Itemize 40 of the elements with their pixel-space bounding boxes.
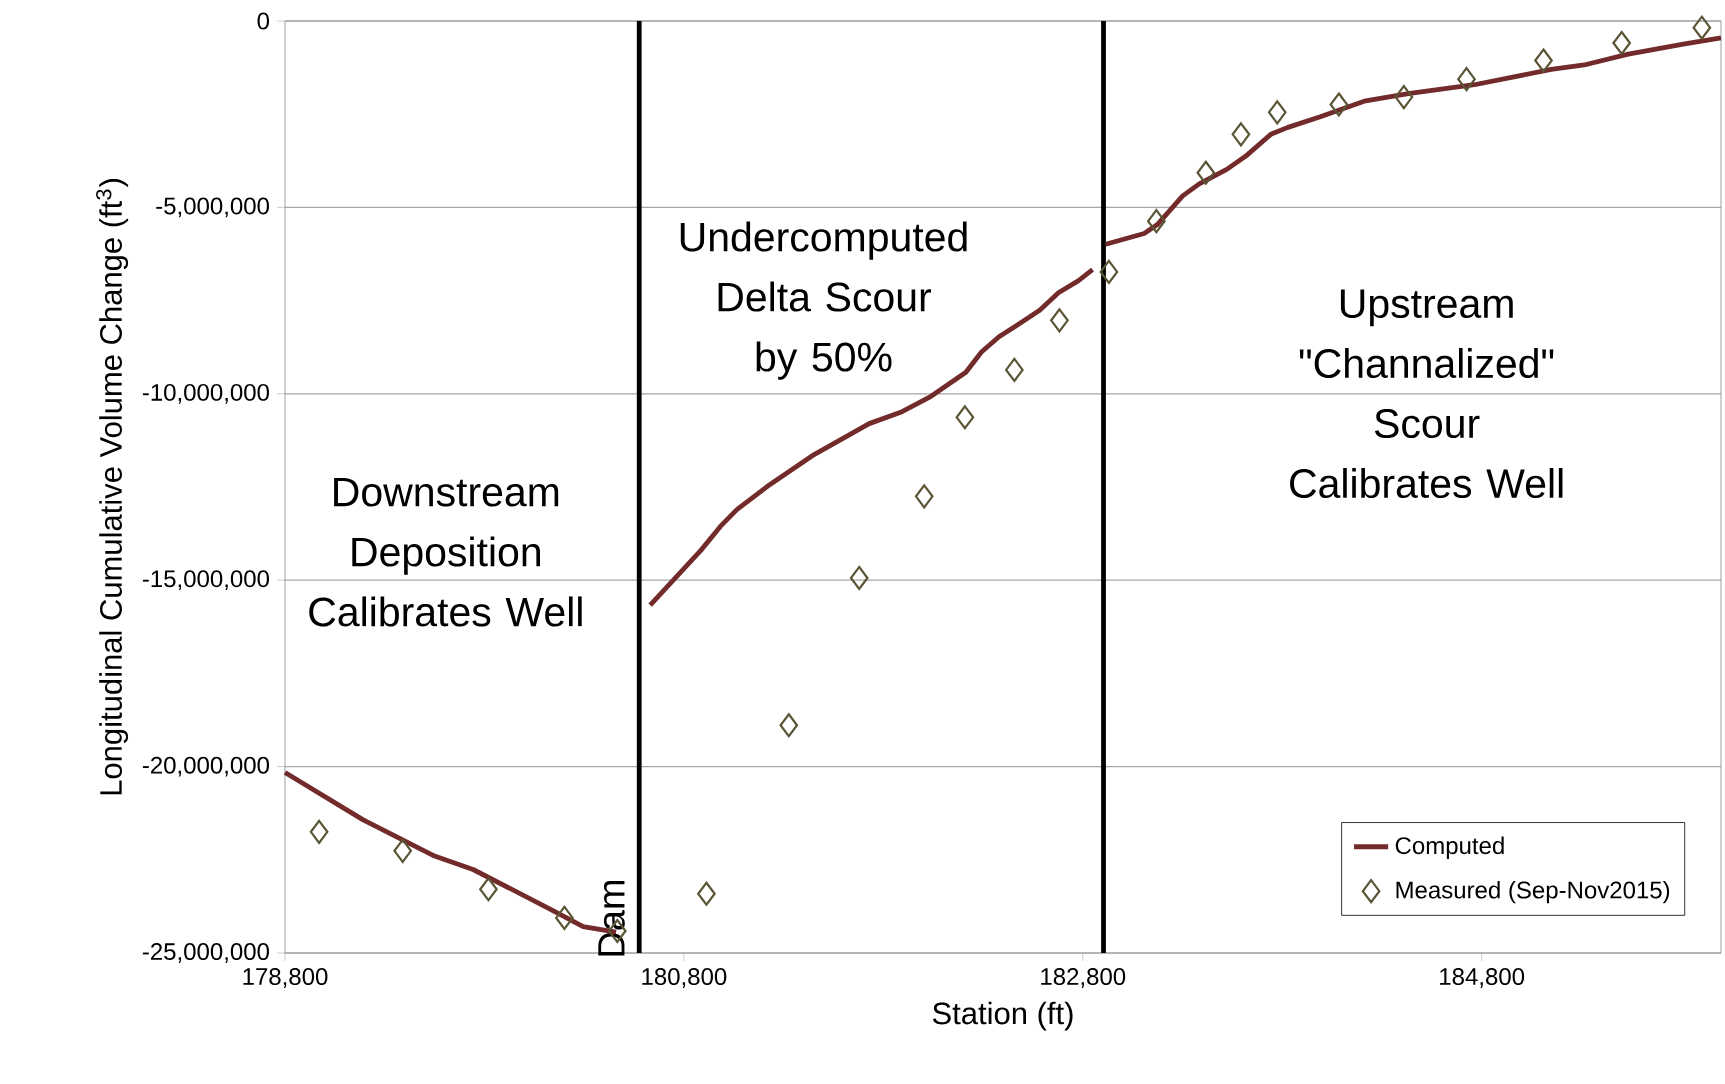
y-tick-label: -25,000,000 bbox=[142, 943, 269, 963]
point bbox=[1050, 308, 1069, 333]
point bbox=[1457, 67, 1476, 92]
point bbox=[1196, 160, 1216, 185]
x-tick-label: 180,800 bbox=[642, 968, 727, 988]
point bbox=[779, 713, 799, 738]
point bbox=[1612, 30, 1632, 56]
point bbox=[1692, 15, 1712, 40]
x-tick-label: 182,800 bbox=[1041, 968, 1126, 988]
point bbox=[1099, 259, 1119, 284]
y-tick-label: -15,000,000 bbox=[142, 570, 269, 591]
legend-label: Measured (Sep-Nov2015) bbox=[1396, 880, 1670, 904]
y-tick-label: -5,000,000 bbox=[156, 197, 269, 218]
point bbox=[914, 484, 934, 509]
point bbox=[393, 838, 413, 863]
point bbox=[849, 565, 869, 591]
point bbox=[1147, 209, 1166, 234]
y-tick-label: -20,000,000 bbox=[142, 756, 269, 777]
annotation: Undercomputed Delta Scour by 50% bbox=[680, 221, 967, 380]
point bbox=[1267, 100, 1287, 125]
legend-label: Computed bbox=[1395, 836, 1504, 859]
y-tick-label: -10,000,000 bbox=[142, 383, 269, 404]
y-tick-label: 0 bbox=[257, 12, 270, 30]
point bbox=[955, 405, 975, 430]
point bbox=[1394, 84, 1414, 110]
x-axis-title: Station (ft) bbox=[932, 1001, 1073, 1031]
point bbox=[1329, 92, 1349, 117]
point bbox=[479, 877, 498, 902]
point bbox=[1005, 357, 1024, 383]
point bbox=[309, 819, 329, 844]
annotation: Downstream Deposition Calibrates Well bbox=[309, 477, 582, 627]
point bbox=[1231, 122, 1251, 147]
ref-line-label: Dam bbox=[598, 880, 625, 956]
y-axis-title: Longitudinal Cumulative Volume Change (ft$^{3}$) bbox=[96, 179, 129, 795]
annotation: Upstream "Channalized" Scour Calibrates Well bbox=[1290, 289, 1563, 499]
x-tick-label: 184,800 bbox=[1440, 968, 1525, 988]
x-tick-label: 178,800 bbox=[243, 968, 328, 988]
point bbox=[1534, 48, 1553, 73]
point bbox=[697, 881, 716, 906]
point bbox=[555, 905, 574, 931]
